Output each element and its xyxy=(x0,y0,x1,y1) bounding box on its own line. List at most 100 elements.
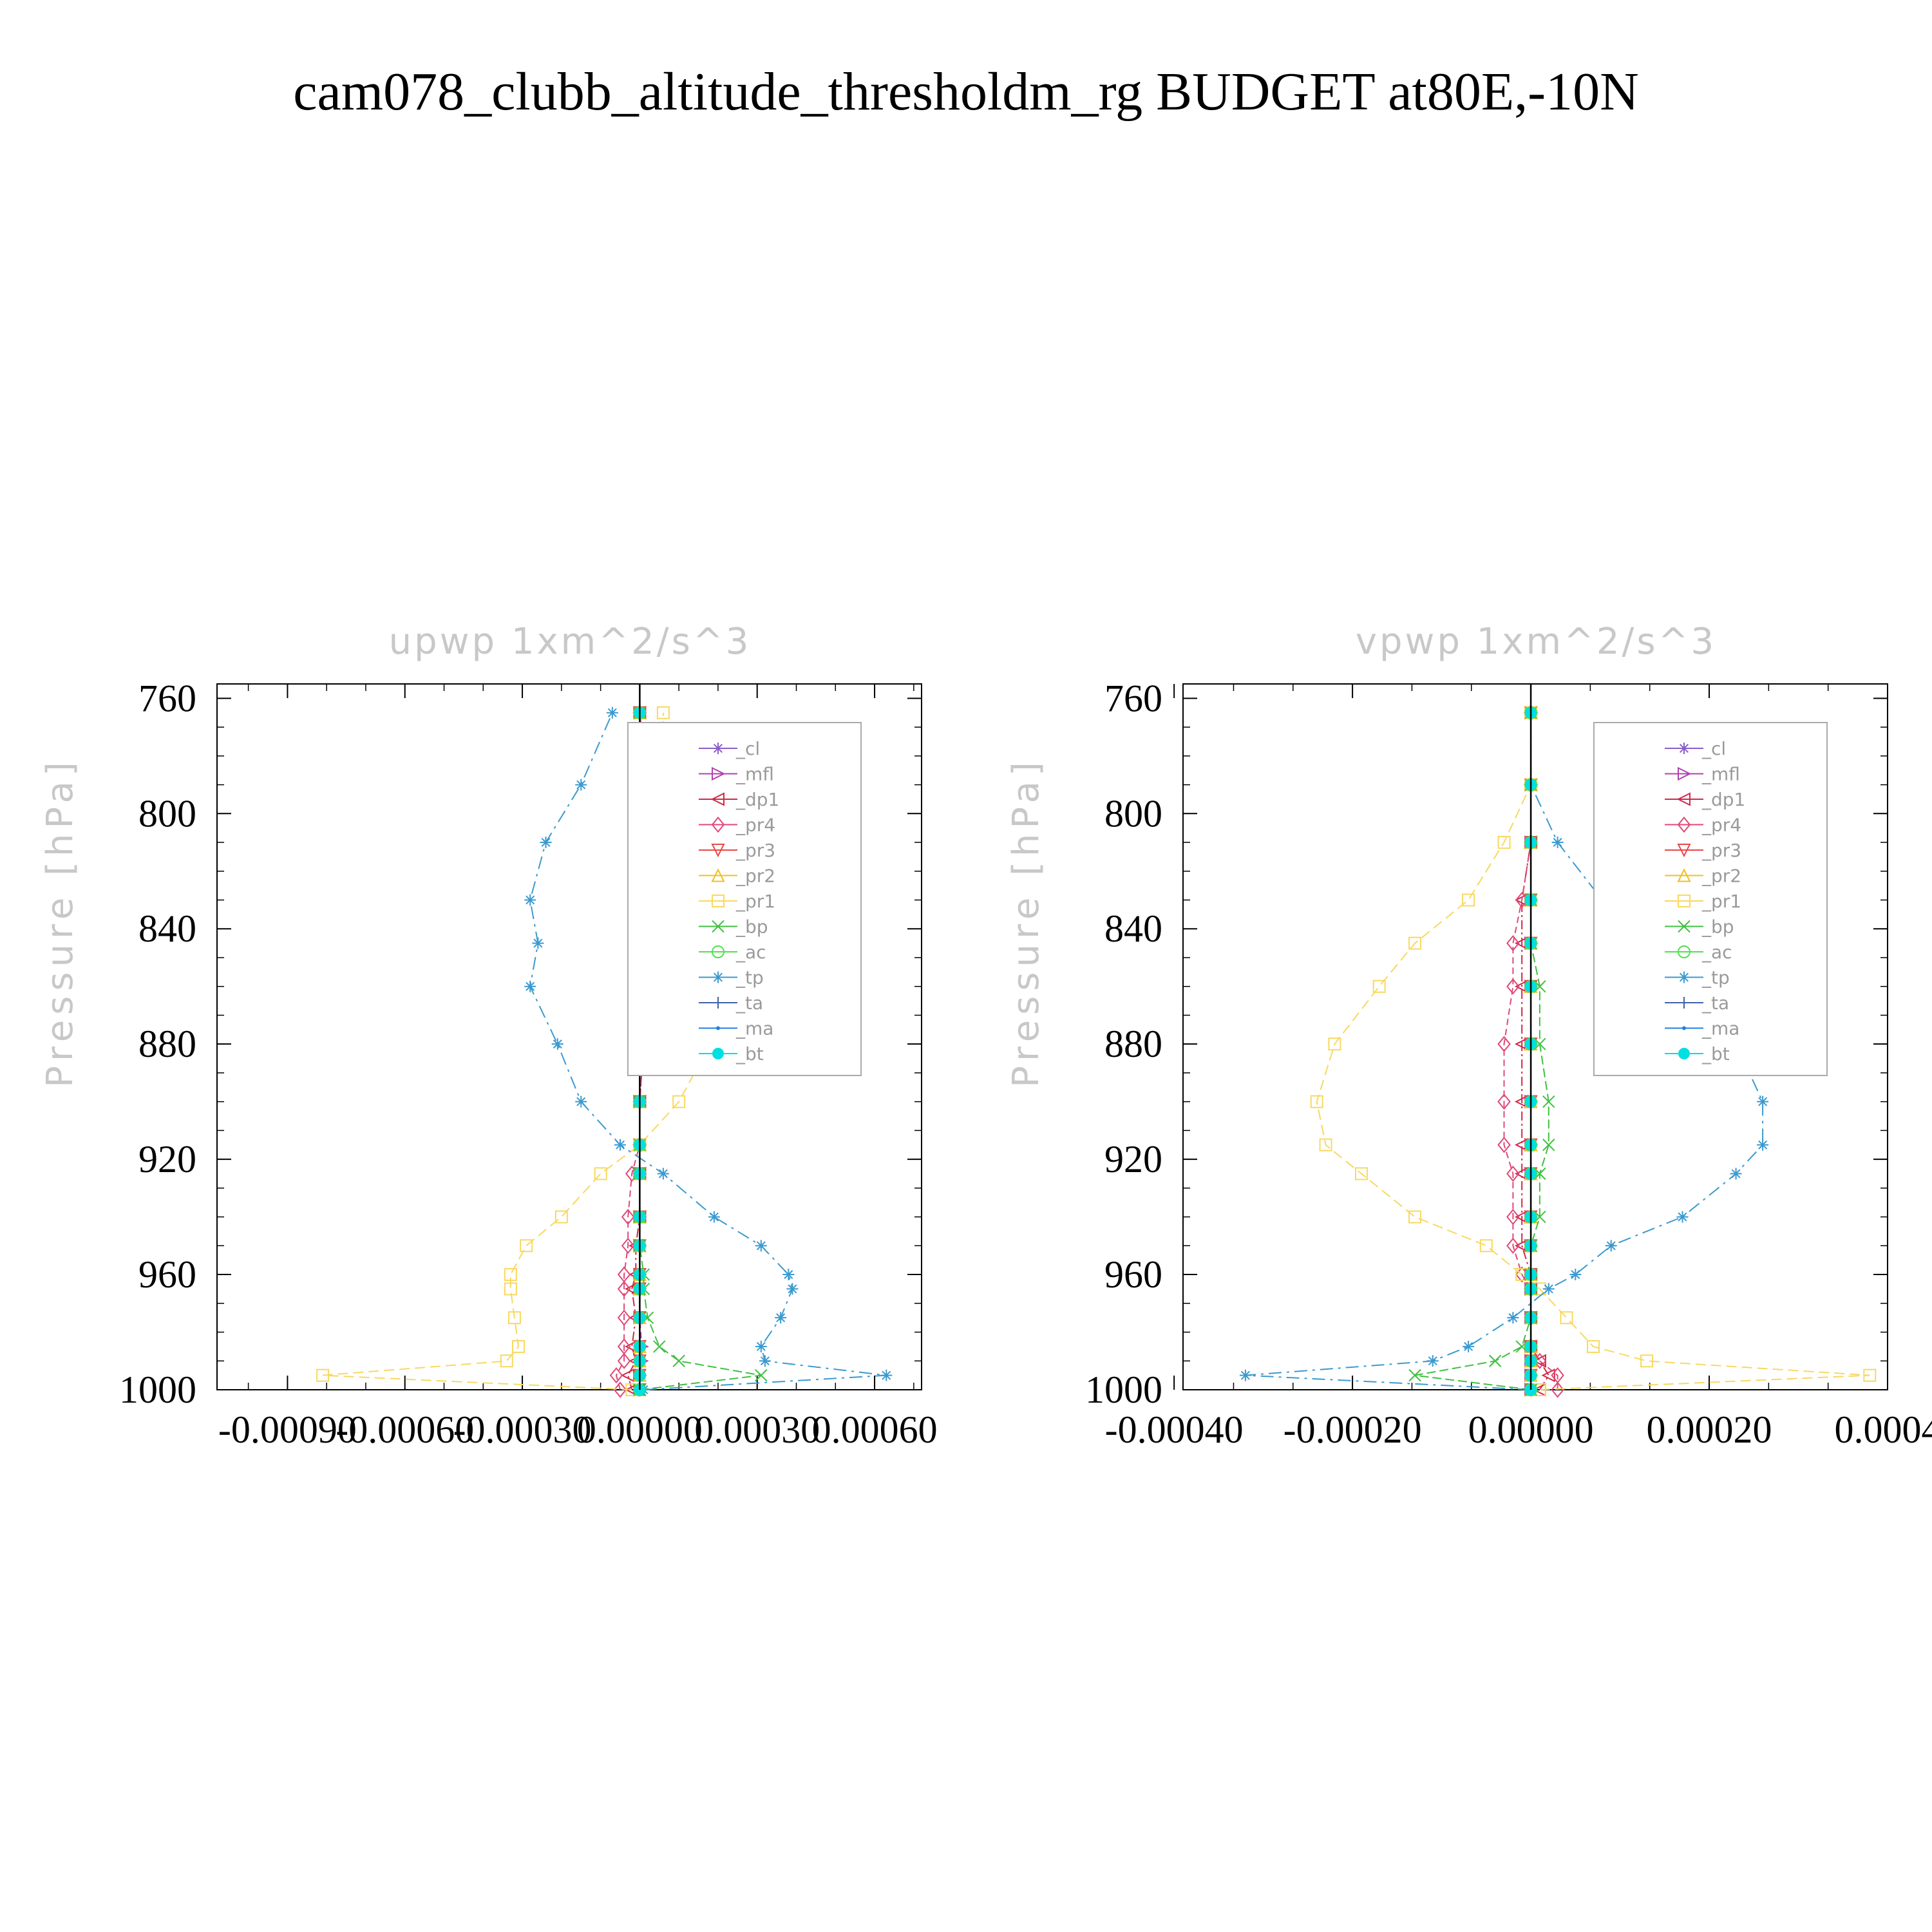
vpwp-point_tp xyxy=(1239,1369,1251,1381)
vpwp-point_bp xyxy=(1542,1095,1555,1108)
upwp-legend-box xyxy=(627,722,862,1076)
vpwp-point_pr1 xyxy=(1560,1311,1573,1325)
upwp-point_tp xyxy=(782,1269,795,1281)
vpwp-legend-marker xyxy=(1678,1048,1690,1059)
upwp-ytick-label: 920 xyxy=(138,1138,196,1180)
vpwp-point_pr1 xyxy=(1479,1239,1493,1253)
upwp-point_tp xyxy=(759,1355,771,1367)
vpwp-xtick-label: -0.00040 xyxy=(1105,1408,1244,1451)
upwp-point_tp xyxy=(657,1168,669,1180)
upwp-legend-marker xyxy=(712,766,726,781)
vpwp-series xyxy=(1239,684,1877,1398)
upwp-ytick-label: 880 xyxy=(138,1023,196,1065)
vpwp-point_pr4 xyxy=(1497,1137,1511,1153)
vpwp-point_pr1 xyxy=(1408,936,1422,950)
upwp-legend-marker xyxy=(711,844,725,858)
upwp-point_pr4 xyxy=(613,1381,627,1398)
vpwp-point_tp xyxy=(1542,1283,1555,1295)
upwp-point_pr1 xyxy=(672,1095,686,1108)
upwp-point_bp xyxy=(672,1354,685,1367)
vpwp-y-axis-label: Pressure [hPa] xyxy=(1005,757,1047,1088)
vpwp-panel-title: vpwp 1xm^2/s^3 xyxy=(1356,621,1716,663)
vpwp-point_pr4 xyxy=(1506,1209,1520,1226)
vpwp-point_pr1 xyxy=(1497,836,1511,849)
upwp-ytick-label: 1000 xyxy=(119,1368,196,1411)
vpwp-point_pr1 xyxy=(1328,1037,1341,1051)
upwp-point_pr4 xyxy=(621,1209,635,1226)
upwp-point_tp xyxy=(524,980,536,992)
upwp-point_pr4 xyxy=(621,1237,635,1254)
upwp-legend: _cl _mfl _dp1 _pr4 _pr3 _pr2 _pr1 _bp _ac _tp _ta _… xyxy=(627,722,862,1076)
vpwp-point_pr4 xyxy=(1506,1165,1520,1182)
upwp-point_pr1 xyxy=(656,706,670,719)
upwp-point_tp xyxy=(755,1240,767,1252)
vpwp-point_pr1 xyxy=(1640,1354,1654,1368)
vpwp-legend-label: _mfl xyxy=(1701,764,1740,785)
vpwp-point_tp xyxy=(1426,1355,1439,1367)
upwp-point_bp xyxy=(653,1340,666,1353)
upwp-legend-label: _pr3 xyxy=(735,840,775,861)
vpwp-legend-marker xyxy=(1678,743,1690,754)
upwp-legend-label: _bp xyxy=(735,916,768,938)
vpwp-xtick-label: 0.0004 xyxy=(1835,1408,1932,1451)
vpwp-point_tp xyxy=(1605,1240,1617,1252)
vpwp-legend: _cl _mfl _dp1 _pr4 _pr3 _pr2 _pr1 _bp _ac _tp _ta _… xyxy=(1593,722,1828,1076)
vpwp-ytick-label: 880 xyxy=(1104,1023,1162,1065)
upwp-point_pr1 xyxy=(316,1368,330,1382)
vpwp-point_tp xyxy=(1730,1168,1742,1180)
vpwp-ytick-label: 840 xyxy=(1104,907,1162,950)
upwp-plot-frame xyxy=(216,683,922,1390)
upwp-point_pr1 xyxy=(504,1282,517,1296)
vpwp-point_pr4 xyxy=(1551,1367,1564,1384)
vpwp-point_pr1 xyxy=(1863,1368,1877,1382)
upwp-point_tp xyxy=(606,706,618,719)
upwp-point_tp xyxy=(775,1312,787,1324)
vpwp-point_pr1 xyxy=(1372,980,1386,993)
upwp-xtick-label: 0.00030 xyxy=(694,1408,820,1451)
vpwp-ytick-label: 960 xyxy=(1104,1253,1162,1296)
upwp-point_tp xyxy=(755,1340,767,1352)
upwp-point_tp xyxy=(551,1038,564,1050)
upwp-point_tp xyxy=(708,1211,720,1223)
upwp-point_pr4 xyxy=(609,1367,623,1384)
vpwp-legend-label: _bp xyxy=(1701,916,1734,938)
vpwp-point_pr4 xyxy=(1497,1036,1511,1052)
vpwp-legend-marker xyxy=(1678,945,1690,958)
upwp-ytick-label: 800 xyxy=(138,792,196,835)
upwp-legend-marker xyxy=(712,971,724,983)
vpwp-legend-marker xyxy=(1677,868,1691,882)
upwp-legend-marker xyxy=(712,997,724,1009)
vpwp-point_tp xyxy=(1463,1340,1475,1352)
vpwp-point_pr1 xyxy=(1310,1095,1323,1108)
vpwp-legend-label: _ta xyxy=(1701,992,1729,1014)
vpwp-ytick-label: 760 xyxy=(1104,677,1162,719)
vpwp-point_tp xyxy=(1757,1139,1769,1151)
vpwp-ytick-label: 920 xyxy=(1104,1138,1162,1180)
upwp-panel-title: upwp 1xm^2/s^3 xyxy=(389,621,752,663)
upwp-legend-label: _dp1 xyxy=(735,789,779,810)
upwp-point_tp xyxy=(575,1095,587,1108)
upwp-series-line_pr4 xyxy=(615,712,652,1390)
vpwp-legend-label: _ac xyxy=(1701,942,1732,963)
upwp-xtick-label: -0.00030 xyxy=(453,1408,592,1451)
upwp-ytick-label: 840 xyxy=(138,907,196,950)
vpwp-point_pr4 xyxy=(1506,1237,1520,1254)
upwp-legend-marker xyxy=(712,920,724,933)
vpwp-point_tp xyxy=(1569,1269,1582,1281)
vpwp-legend-marker xyxy=(1678,920,1690,933)
vpwp-legend-label: _ma xyxy=(1701,1018,1739,1039)
upwp-legend-label: _pr4 xyxy=(735,815,775,836)
vpwp-legend-marker xyxy=(1678,971,1690,983)
upwp-point_dp1 xyxy=(620,1368,635,1383)
upwp-point_pr1 xyxy=(507,1311,521,1325)
upwp-point_tp xyxy=(575,779,587,791)
vpwp-ticks: 760 800 840 880 920 960 1000-0.00040 -0.00020 0.… xyxy=(1085,677,1932,1451)
upwp-point_pr4 xyxy=(617,1309,631,1326)
vpwp-point_pr1 xyxy=(1354,1167,1368,1180)
upwp-point_pr1 xyxy=(511,1340,525,1353)
upwp-xtick-label: 0.00060 xyxy=(812,1408,938,1451)
vpwp-ytick-label: 1000 xyxy=(1085,1368,1162,1411)
upwp-legend-label: _tp xyxy=(735,967,764,989)
vpwp-ytick-label: 800 xyxy=(1104,792,1162,835)
upwp-point_pr4 xyxy=(617,1280,631,1298)
